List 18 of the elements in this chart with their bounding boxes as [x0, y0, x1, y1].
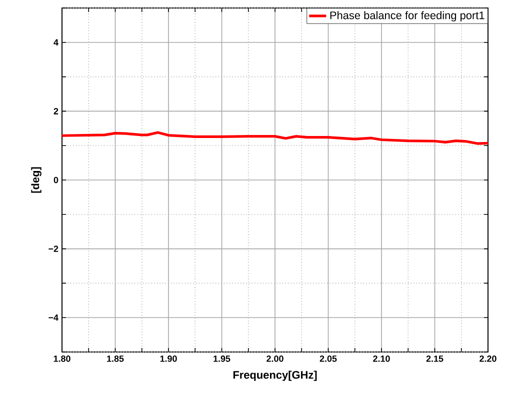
x-tick-label: 2.00 [266, 356, 284, 362]
text: Phase balance for feeding port1 [330, 11, 484, 22]
x-axis-title: Frequency[GHz] [233, 370, 317, 381]
x-tick-label: 2.15 [426, 356, 444, 362]
x-tick-label: 2.05 [320, 356, 337, 362]
y-tick-label: 0 [54, 176, 58, 184]
y-tick-label: 2 [54, 108, 58, 114]
x-tick-label: 1.90 [160, 356, 177, 362]
x-tick-label: 1.80 [54, 356, 70, 362]
y-tick-label: 4 [54, 39, 58, 46]
x-tick-label: 1.85 [107, 356, 124, 362]
y-axis-title: [deg] [31, 167, 42, 193]
x-tick-label: 1.95 [214, 356, 230, 362]
line-series [62, 131, 488, 145]
y-tick-label: −4 [48, 314, 58, 321]
x-tick-label: 2.10 [373, 356, 390, 362]
x-tick-label: 2.20 [480, 356, 496, 362]
y-tick-label: −2 [48, 246, 58, 252]
